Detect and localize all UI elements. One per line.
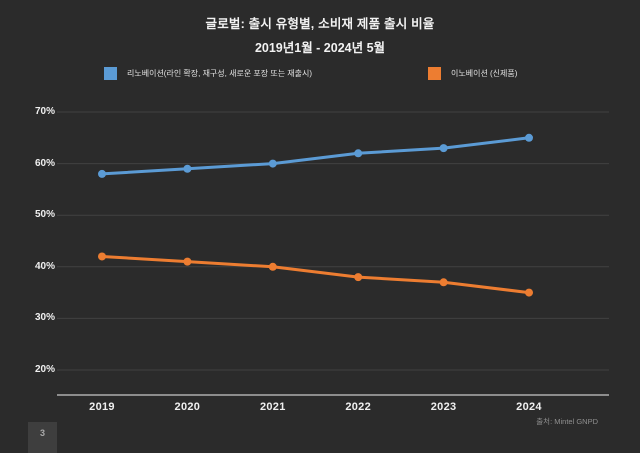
series-line <box>100 254 531 295</box>
x-tick-label: 2024 <box>516 401 542 413</box>
y-tick-label: 50% <box>34 209 55 221</box>
chart-title: 글로벌: 출시 유형별, 소비재 제품 출시 비율 <box>205 17 435 31</box>
innovation-legend-swatch <box>428 66 441 80</box>
data-point <box>98 169 106 178</box>
data-point <box>268 262 277 271</box>
legend-item-renovation: 리노베이션(라인 확장, 재구성, 새로운 포장 또는 재출시) <box>104 66 312 80</box>
data-point <box>98 252 106 261</box>
page-number: 3 <box>39 428 45 438</box>
chart-subtitle: 2019년1월 - 2024년 5월 <box>254 41 386 55</box>
data-point <box>525 133 533 142</box>
source-note: 출처: Mintel GNPD <box>536 417 598 426</box>
y-tick-label: 20% <box>34 364 55 375</box>
renovation-legend-label: 리노베이션(라인 확장, 재구성, 새로운 포장 또는 재출시) <box>127 68 313 78</box>
title-block: 글로벌: 출시 유형별, 소비재 제품 출시 비율 2019년1월 - 2024… <box>0 13 640 56</box>
data-point <box>268 159 277 168</box>
data-point <box>354 273 363 282</box>
data-point <box>354 149 363 158</box>
x-tick-label: 2023 <box>430 401 457 413</box>
data-point <box>525 288 533 297</box>
y-tick-label: 30% <box>34 312 55 324</box>
x-tick-label: 2022 <box>345 401 372 413</box>
data-point <box>439 144 448 153</box>
series-line <box>100 136 531 176</box>
legend-item-innovation: 이노베이션 (신제품) <box>428 66 517 80</box>
x-tick-label: 2019 <box>89 401 115 413</box>
line-chart <box>57 111 609 396</box>
page-number-box: 3 <box>28 422 57 453</box>
data-point <box>183 257 192 266</box>
data-point <box>439 278 448 287</box>
renovation-legend-swatch <box>104 66 117 80</box>
x-tick-label: 2020 <box>174 401 201 413</box>
y-tick-label: 70% <box>34 106 55 117</box>
y-tick-label: 40% <box>34 260 55 272</box>
x-tick-label: 2021 <box>259 401 286 413</box>
data-point <box>183 164 192 173</box>
y-tick-label: 60% <box>34 157 55 169</box>
innovation-legend-label: 이노베이션 (신제품) <box>451 68 518 78</box>
